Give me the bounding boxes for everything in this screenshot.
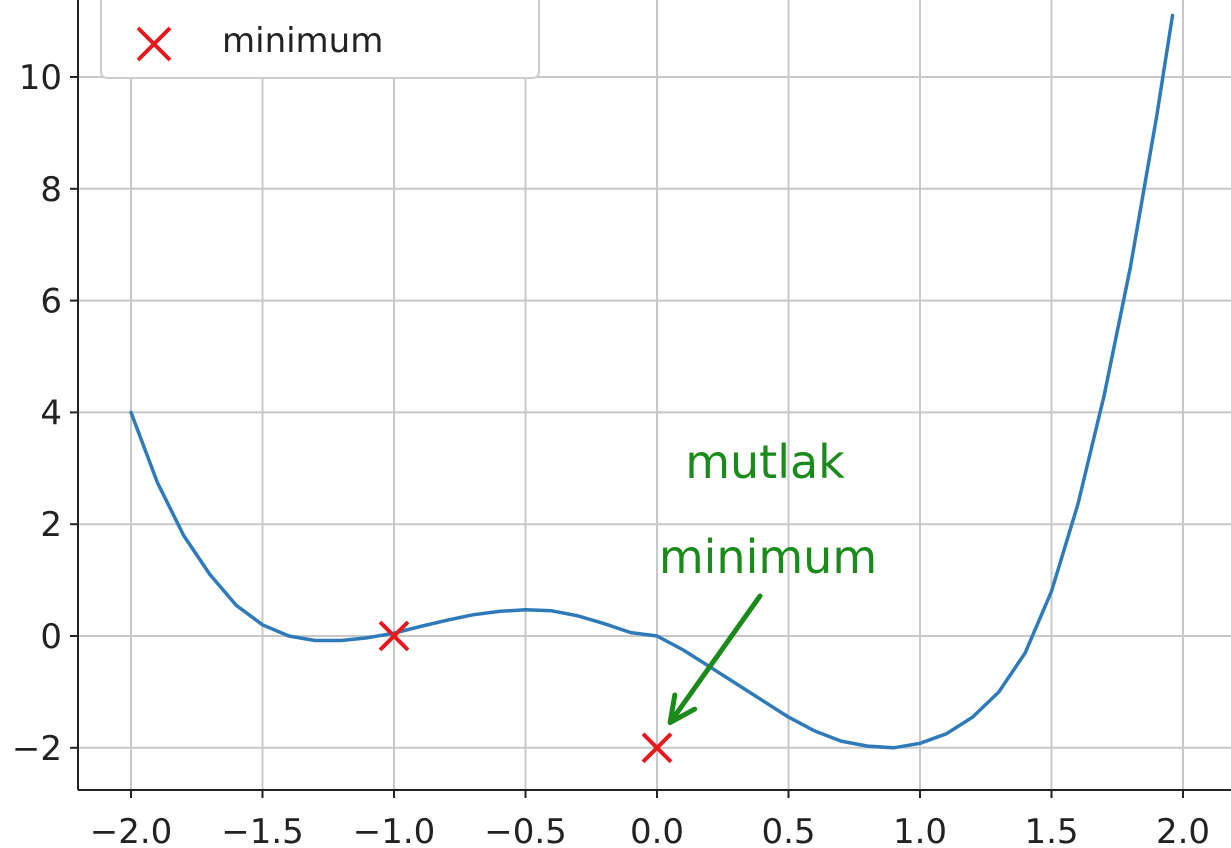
x-tick-label: −0.5: [484, 812, 567, 848]
marker-stroke: [641, 732, 673, 764]
legend-box: [100, 0, 540, 79]
marker-stroke: [378, 620, 410, 652]
y-tick-label: 8: [40, 170, 62, 210]
x-tick-label: 0.0: [630, 812, 684, 848]
grid: [78, 0, 1231, 790]
x-tick-label: −1.5: [221, 812, 304, 848]
x-ticks: −2.0 −1.5 −1.0 −0.5 0.0 0.5 1.0 1.5 2.0: [90, 790, 1210, 848]
y-tick-label: 4: [40, 393, 62, 433]
minimum-marker: [641, 732, 673, 764]
axes: [77, 0, 1231, 791]
annotation-line-1: mutlak: [685, 435, 845, 489]
minimum-markers: [378, 620, 673, 764]
x-tick-label: 0.5: [761, 812, 815, 848]
x-tick-label: −1.0: [353, 812, 436, 848]
y-tick-label: 0: [40, 617, 62, 657]
annotation-line-2: minimum: [659, 530, 877, 584]
function-curve: [129, 13, 1175, 750]
y-tick-label: 6: [40, 282, 62, 322]
annotation-arrow: [667, 593, 763, 726]
annotation: mutlak minimum: [659, 435, 877, 726]
y-tick-label: 2: [40, 505, 62, 545]
minimum-marker: [378, 620, 410, 652]
legend-label: minimum: [222, 21, 383, 61]
x-tick-label: 2.0: [1156, 812, 1210, 848]
y-tick-label: −2: [12, 729, 62, 769]
x-tick-label: 1.0: [893, 812, 947, 848]
y-tick-label: 10: [19, 58, 62, 98]
x-tick-label: −2.0: [90, 812, 173, 848]
legend: minimum: [100, 0, 540, 79]
y-ticks: −2 0 2 4 6 8 10: [12, 58, 78, 769]
x-tick-label: 1.5: [1024, 812, 1078, 848]
legend-marker-icon: [136, 26, 172, 62]
